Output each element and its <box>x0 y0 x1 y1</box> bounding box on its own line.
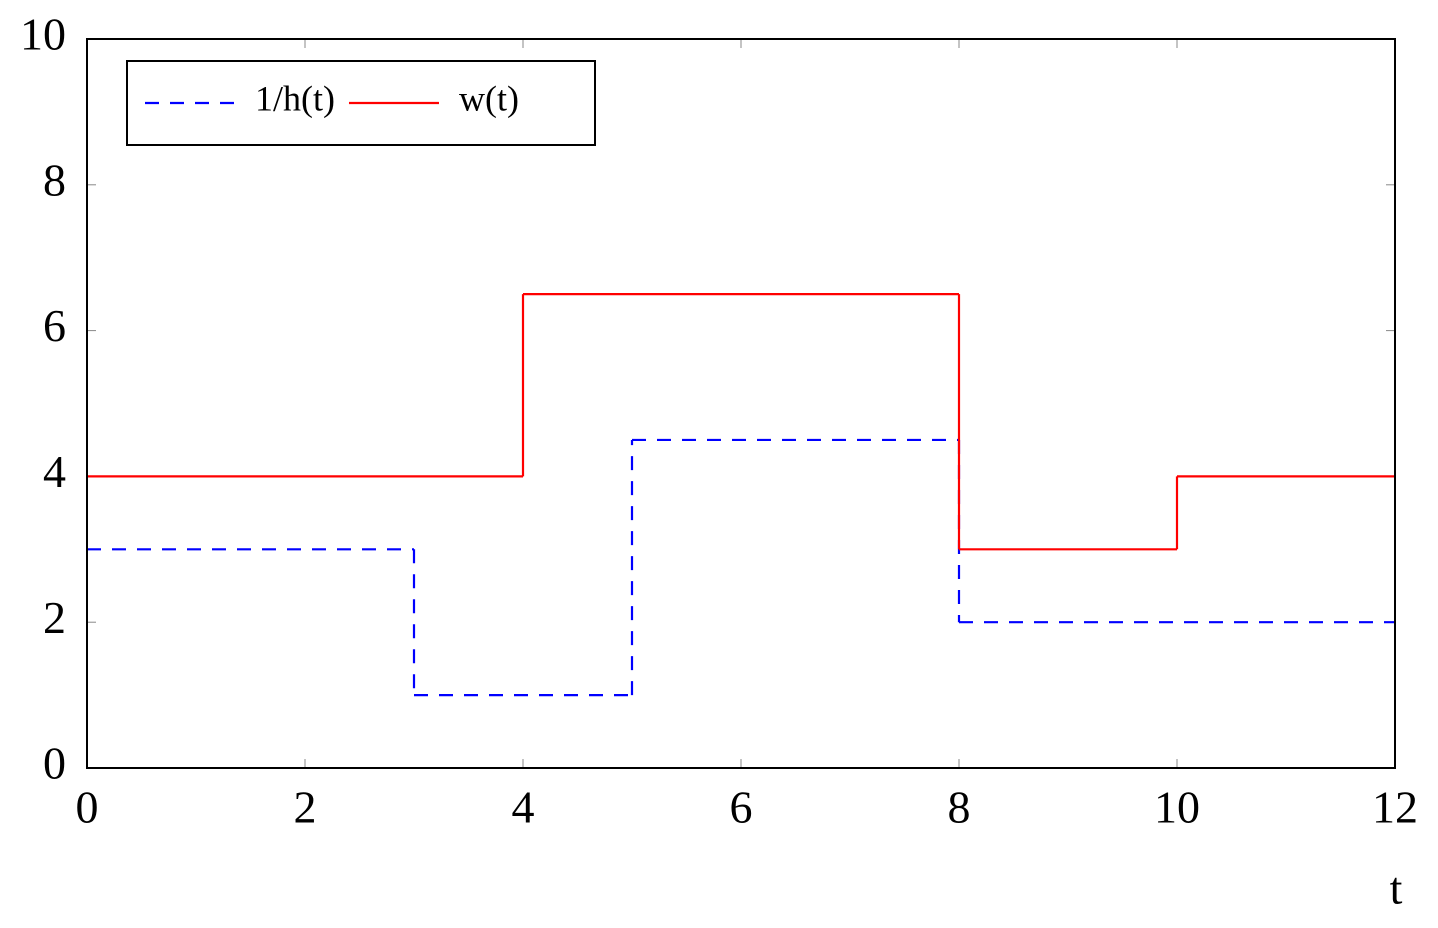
y-tick-label: 8 <box>43 154 66 205</box>
x-tick-label: 4 <box>512 782 535 833</box>
plot-frame <box>86 38 1396 769</box>
y-tick-label: 4 <box>43 446 66 497</box>
x-tick-label: 12 <box>1372 782 1418 833</box>
x-tick-label: 6 <box>730 782 753 833</box>
x-tick-label: 10 <box>1154 782 1200 833</box>
y-tick-label: 10 <box>20 9 66 60</box>
x-tick-label: 0 <box>76 782 99 833</box>
x-tick-label: 2 <box>294 782 317 833</box>
y-tick-label: 0 <box>43 738 66 789</box>
y-tick-label: 6 <box>43 300 66 351</box>
x-tick-label: 8 <box>948 782 971 833</box>
legend-label: w(t) <box>459 78 519 118</box>
y-tick-label: 2 <box>43 592 66 643</box>
x-axis-label: t <box>1390 863 1403 914</box>
legend-label: 1/h(t) <box>255 78 335 118</box>
